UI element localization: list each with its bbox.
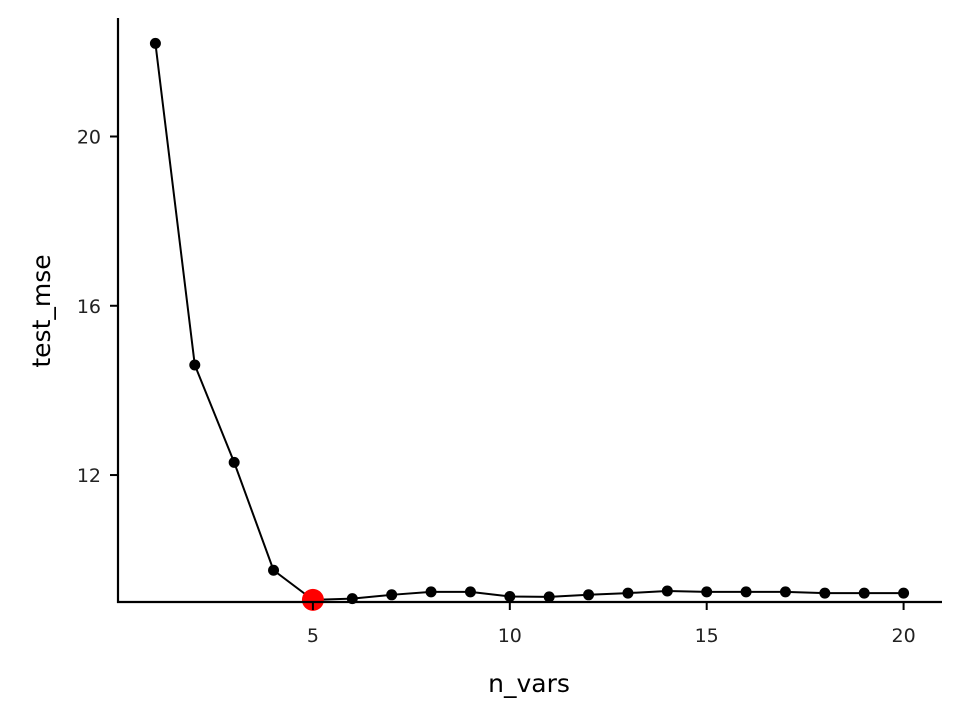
x-tick-label: 15 bbox=[695, 625, 719, 647]
highlight-point bbox=[301, 588, 324, 611]
y-axis-title: test_mse bbox=[27, 254, 56, 367]
data-point bbox=[858, 587, 870, 599]
data-point bbox=[149, 37, 161, 49]
data-point bbox=[543, 591, 555, 603]
series-line bbox=[154, 43, 904, 601]
x-tick-label: 5 bbox=[307, 625, 319, 647]
x-axis-title: n_vars bbox=[488, 669, 570, 698]
data-point bbox=[661, 585, 673, 597]
data-point bbox=[622, 587, 634, 599]
data-point bbox=[740, 586, 752, 598]
data-point bbox=[268, 564, 280, 576]
data-point bbox=[898, 587, 910, 599]
y-axis-ticks: 12 16 20 bbox=[77, 126, 117, 487]
data-point bbox=[386, 589, 398, 601]
y-tick-label: 16 bbox=[77, 296, 101, 318]
data-point bbox=[464, 586, 476, 598]
x-tick-label: 10 bbox=[498, 625, 522, 647]
x-axis-ticks: 5 10 15 20 bbox=[307, 603, 916, 647]
data-point bbox=[425, 586, 437, 598]
x-tick-label: 20 bbox=[891, 625, 915, 647]
data-point bbox=[819, 587, 831, 599]
data-point bbox=[583, 589, 595, 601]
plot-area bbox=[149, 37, 910, 611]
y-tick-label: 20 bbox=[77, 126, 101, 148]
data-point bbox=[504, 590, 516, 602]
data-point bbox=[779, 586, 791, 598]
data-point bbox=[701, 586, 713, 598]
data-point bbox=[228, 456, 240, 468]
data-point bbox=[189, 359, 201, 371]
y-tick-label: 12 bbox=[77, 465, 101, 487]
